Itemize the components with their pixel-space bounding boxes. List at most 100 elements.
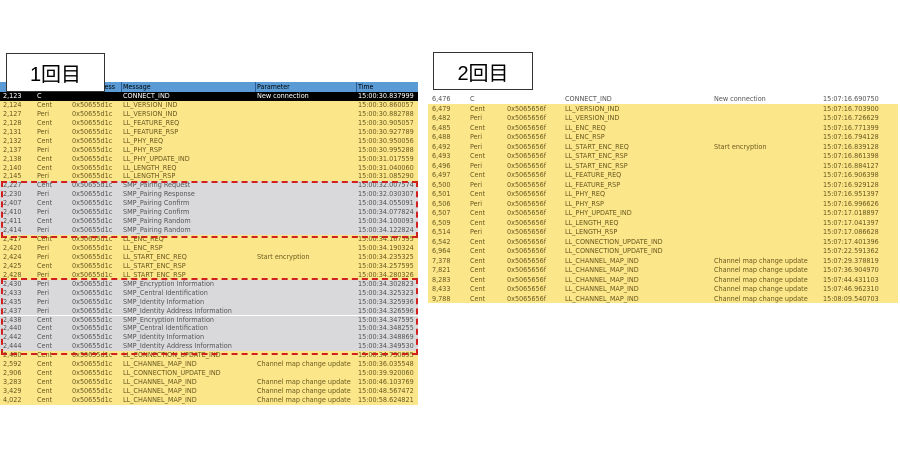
role: Peri	[37, 126, 50, 136]
table-row[interactable]: 2,417 Cent 0x50655d1c LL_ENC_REQ 15:00:34.16…	[0, 234, 418, 244]
table-row[interactable]: 9,788 Cent 0x5065656f LL_CHANNEL_MAP_IND Cha…	[428, 293, 898, 303]
table-row[interactable]: 2,410 Peri 0x50655d1c SMP_Pairing Confirm 15…	[0, 207, 418, 218]
message: LL_ENC_RSP	[565, 132, 605, 141]
table-row[interactable]: 2,140 Cent 0x50655d1c LL_LENGTH_REQ 15:00:31…	[0, 162, 418, 173]
table-row[interactable]: 6,482 Peri 0x5065656f LL_VERSION_IND 15:07:1…	[428, 113, 898, 123]
parameter: Channel map change update	[257, 394, 351, 404]
table-row[interactable]: 6,497 Cent 0x5065656f LL_FEATURE_REQ 15:07:1…	[428, 170, 898, 180]
table-row[interactable]: 2,230 Peri 0x50655d1c SMP_Pairing Response 1…	[0, 189, 418, 200]
role: Peri	[37, 242, 50, 252]
message: LL_START_ENC_RSP	[565, 160, 628, 170]
packet-number: 6,964	[432, 246, 451, 255]
time: 15:00:30.905057	[358, 117, 414, 127]
table-row[interactable]: 8,283 Cent 0x5065656f LL_CHANNEL_MAP_IND Cha…	[428, 274, 898, 284]
role: Cent	[37, 394, 53, 404]
table-row[interactable]: 2,123 C CONNECT_IND New connection 15:00:30.…	[0, 91, 418, 101]
address: 0x5065656f	[507, 284, 547, 293]
role: Peri	[37, 171, 50, 181]
time: 15:00:30.927789	[358, 126, 414, 136]
table-row[interactable]: 2,132 Cent 0x50655d1c LL_PHY_REQ 15:00:30.95…	[0, 136, 418, 146]
address: 0x50655d1c	[72, 287, 113, 297]
packet-number: 2,442	[3, 332, 22, 342]
table-row[interactable]: 2,137 Peri 0x50655d1c LL_PHY_RSP 15:00:30.99…	[0, 145, 418, 155]
address: 0x5065656f	[507, 151, 547, 160]
table-row[interactable]: 6,514 Peri 0x5065656f LL_LENGTH_RSP 15:07:17…	[428, 227, 898, 237]
table-row[interactable]: 2,437 Peri 0x50655d1c SMP_Identity Address …	[0, 305, 418, 316]
table-row[interactable]: 7,821 Cent 0x5065656f LL_CHANNEL_MAP_IND Cha…	[428, 265, 898, 275]
table-row[interactable]: 2,430 Peri 0x50655d1c SMP_Encryption Inform…	[0, 279, 418, 289]
table-row[interactable]: 2,411 Cent 0x50655d1c SMP_Pairing Random 15:…	[0, 216, 418, 227]
packet-number: 6,476	[432, 94, 451, 103]
packet-number: 3,283	[3, 377, 22, 387]
packet-table-2: 6,476 C CONNECT_IND New connection 15:07:16.…	[428, 94, 898, 314]
role: Cent	[470, 284, 486, 293]
header-time[interactable]: Time	[356, 82, 418, 92]
table-row[interactable]: 2,435 Peri 0x50655d1c SMP_Identity Informat…	[0, 297, 418, 307]
table-row[interactable]: 3,429 Cent 0x50655d1c LL_CHANNEL_MAP_IND Cha…	[0, 386, 418, 396]
table-row[interactable]: 2,131 Peri 0x50655d1c LL_FEATURE_RSP 15:00:3…	[0, 126, 418, 137]
table-row[interactable]: 2,442 Cent 0x50655d1c SMP_Identity Informat…	[0, 332, 418, 343]
table-row[interactable]: 2,227 Cent 0x50655d1c SMP_Pairing Request 15…	[0, 180, 418, 191]
table-row[interactable]: 2,424 Peri 0x50655d1c LL_START_ENC_REQ Start…	[0, 252, 418, 262]
table-row[interactable]: 2,414 Peri 0x50655d1c SMP_Pairing Random 15:…	[0, 225, 418, 236]
table-row[interactable]: 2,124 Cent 0x50655d1c LL_VERSION_IND 15:00:3…	[0, 100, 418, 110]
table-row[interactable]: 2,906 Cent 0x50655d1c LL_CONNECTION_UPDATE_…	[0, 368, 418, 379]
table-row[interactable]: 2,128 Cent 0x50655d1c LL_FEATURE_REQ 15:00:3…	[0, 117, 418, 128]
table-row[interactable]: 2,428 Peri 0x50655d1c LL_START_ENC_RSP 15:00…	[0, 269, 418, 280]
table-row[interactable]: 4,022 Cent 0x50655d1c LL_CHANNEL_MAP_IND Cha…	[0, 394, 418, 405]
table-row[interactable]: 6,542 Cent 0x5065656f LL_CONNECTION_UPDATE_…	[428, 236, 898, 246]
role: C	[470, 94, 475, 103]
role: Peri	[37, 287, 50, 297]
table-row[interactable]: 2,407 Cent 0x50655d1c SMP_Pairing Confirm 15…	[0, 198, 418, 209]
parameter: Channel map change update	[714, 293, 808, 303]
table-row[interactable]: 6,493 Cent 0x5065656f LL_START_ENC_RSP 15:07…	[428, 151, 898, 161]
packet-number: 6,496	[432, 160, 451, 170]
table-row[interactable]: 6,507 Cent 0x5065656f LL_PHY_UPDATE_IND 15:0…	[428, 208, 898, 218]
address: 0x50655d1c	[72, 305, 113, 315]
address: 0x50655d1c	[72, 207, 113, 217]
packet-number: 2,414	[3, 225, 22, 235]
role: Peri	[37, 207, 50, 217]
table-row[interactable]: 2,145 Peri 0x50655d1c LL_LENGTH_RSP 15:00:31…	[0, 171, 418, 182]
address: 0x5065656f	[507, 122, 547, 132]
table-row[interactable]: 2,425 Cent 0x50655d1c LL_START_ENC_RSP 15:00…	[0, 260, 418, 271]
header-message[interactable]: Message	[121, 82, 257, 92]
table-row[interactable]: 6,485 Cent 0x5065656f LL_ENC_REQ 15:07:16.77…	[428, 122, 898, 132]
time: 15:00:39.920060	[358, 368, 414, 378]
table-row[interactable]: 6,479 Cent 0x5065656f LL_VERSION_IND 15:07:1…	[428, 103, 898, 113]
table-row[interactable]: 2,420 Peri 0x50655d1c LL_ENC_RSP 15:00:34.19…	[0, 242, 418, 253]
message: SMP_Encryption Information	[123, 314, 214, 324]
table-row[interactable]: 6,488 Peri 0x5065656f LL_ENC_RSP 15:07:16.79…	[428, 132, 898, 142]
header-parameter[interactable]: Parameter	[255, 82, 357, 92]
time: 15:07:17.086628	[823, 227, 879, 236]
table-row[interactable]: 6,496 Peri 0x5065656f LL_START_ENC_RSP 15:07…	[428, 160, 898, 170]
table-row[interactable]: 2,138 Cent 0x50655d1c LL_PHY_UPDATE_IND 15:0…	[0, 154, 418, 164]
table-row[interactable]: 2,440 Cent 0x50655d1c SMP_Central Identific…	[0, 323, 418, 334]
table-row[interactable]: 2,438 Cent 0x50655d1c SMP_Encryption Inform…	[0, 314, 418, 325]
table-row[interactable]: 2,444 Cent 0x50655d1c SMP_Identity Address …	[0, 341, 418, 352]
table-row[interactable]: 6,500 Peri 0x5065656f LL_FEATURE_RSP 15:07:1…	[428, 179, 898, 189]
table-row[interactable]: 6,964 Cent 0x5065656f LL_CONNECTION_UPDATE_…	[428, 246, 898, 256]
message: LL_START_ENC_RSP	[123, 269, 186, 279]
table-row[interactable]: 6,509 Cent 0x5065656f LL_LENGTH_REQ 15:07:17…	[428, 217, 898, 227]
table-row[interactable]: 6,506 Peri 0x5065656f LL_PHY_RSP 15:07:16.99…	[428, 198, 898, 208]
address: 0x50655d1c	[72, 359, 113, 369]
time: 15:00:34.257595	[358, 260, 414, 270]
address: 0x50655d1c	[72, 117, 113, 127]
role: Cent	[37, 260, 53, 270]
table-row[interactable]: 6,476 C CONNECT_IND New connection 15:07:16.…	[428, 94, 898, 104]
packet-number: 2,420	[3, 242, 22, 252]
time: 15:07:16.703900	[823, 103, 879, 113]
table-row[interactable]: 6,501 Cent 0x5065656f LL_PHY_REQ 15:07:16.95…	[428, 189, 898, 199]
role: Cent	[37, 162, 53, 172]
message: LL_LENGTH_REQ	[565, 217, 619, 227]
role: Peri	[470, 132, 483, 141]
table-row[interactable]: 2,433 Peri 0x50655d1c SMP_Central Identific…	[0, 287, 418, 298]
table-row[interactable]: 6,492 Peri 0x5065656f LL_START_ENC_REQ Start…	[428, 141, 898, 151]
table-row[interactable]: 3,283 Cent 0x50655d1c LL_CHANNEL_MAP_IND Cha…	[0, 377, 418, 388]
table-row[interactable]: 2,127 Peri 0x50655d1c LL_VERSION_IND 15:00:3…	[0, 109, 418, 119]
table-row[interactable]: 8,433 Cent 0x5065656f LL_CHANNEL_MAP_IND Cha…	[428, 284, 898, 294]
table-row[interactable]: 7,378 Cent 0x5065656f LL_CHANNEL_MAP_IND Cha…	[428, 255, 898, 265]
table-row[interactable]: 2,480 Cent 0x50655d1c LL_CONNECTION_UPDATE_…	[0, 350, 418, 361]
table-row[interactable]: 2,592 Cent 0x50655d1c LL_CHANNEL_MAP_IND Cha…	[0, 359, 418, 370]
